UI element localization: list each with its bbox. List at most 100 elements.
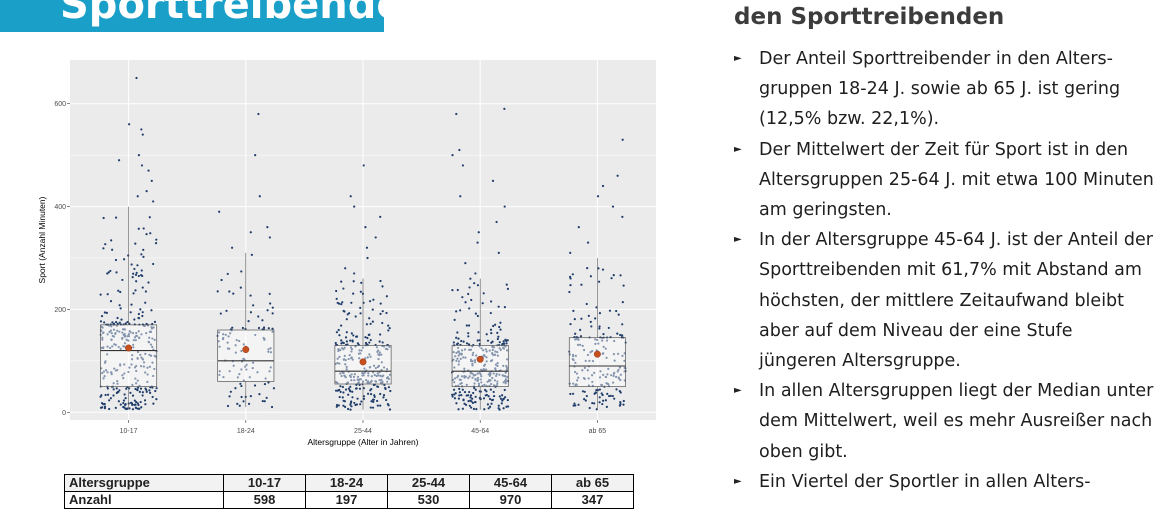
data-point <box>461 388 464 391</box>
data-point <box>451 378 455 382</box>
data-point <box>467 376 470 380</box>
data-point <box>602 373 605 376</box>
data-point <box>594 338 597 341</box>
outlier-point <box>249 231 252 234</box>
data-point <box>150 309 153 312</box>
data-point <box>388 373 392 376</box>
data-point <box>581 390 585 393</box>
data-point <box>367 374 370 377</box>
data-point <box>474 312 477 315</box>
data-point <box>346 407 350 411</box>
data-point <box>385 311 388 315</box>
data-point <box>344 405 347 408</box>
data-point <box>386 380 389 383</box>
data-point <box>352 375 356 378</box>
summary-panel: den Sporttreibenden ► Der Anteil Sporttre… <box>734 0 1154 497</box>
data-point <box>122 399 126 402</box>
data-point <box>355 387 358 390</box>
data-point <box>121 336 124 340</box>
data-point <box>619 402 622 406</box>
data-point <box>385 295 388 298</box>
data-point <box>505 366 509 369</box>
data-point <box>574 338 577 341</box>
data-point <box>155 387 158 390</box>
data-point <box>151 345 154 349</box>
data-point <box>488 374 492 377</box>
table-header-label: Altersgruppe <box>64 474 224 492</box>
data-point <box>468 286 471 289</box>
data-point <box>585 302 588 306</box>
data-point <box>451 289 454 292</box>
outlier-point <box>569 251 572 254</box>
data-point <box>341 396 344 399</box>
data-point <box>102 377 105 380</box>
data-point <box>154 389 157 393</box>
data-point <box>348 389 351 392</box>
box <box>568 337 626 387</box>
data-point <box>367 333 370 336</box>
data-point <box>346 381 349 384</box>
data-point <box>597 267 600 270</box>
bullet-text: Der Mittelwert der Zeit für Sport ist in… <box>759 139 1154 221</box>
data-point <box>135 407 138 410</box>
data-point <box>573 402 576 405</box>
outlier-point <box>477 231 480 234</box>
data-point <box>336 357 339 360</box>
data-point <box>612 274 615 277</box>
outlier-point <box>353 272 356 275</box>
data-point <box>108 330 111 334</box>
data-point <box>219 312 222 315</box>
data-point <box>349 385 352 388</box>
data-point <box>457 408 460 411</box>
data-point <box>605 356 608 359</box>
data-point <box>366 381 369 384</box>
outlier-point <box>455 112 458 116</box>
data-point <box>455 351 458 355</box>
data-point <box>488 372 492 375</box>
data-point <box>147 340 150 343</box>
outlier-point <box>461 164 465 167</box>
data-point <box>130 303 133 306</box>
summary-bullets: ► Der Anteil Sporttreibender in den Alter… <box>734 44 1154 497</box>
data-point <box>228 290 231 293</box>
data-point <box>114 216 118 219</box>
data-point <box>472 391 475 395</box>
bullet-item: ► Der Anteil Sporttreibender in den Alter… <box>734 44 1154 135</box>
data-point <box>463 348 467 351</box>
data-point <box>363 367 366 370</box>
data-point <box>137 312 140 316</box>
data-point <box>365 323 368 326</box>
data-point <box>103 311 107 314</box>
data-point <box>124 322 127 325</box>
data-point <box>338 302 341 305</box>
data-point <box>467 400 470 403</box>
data-point <box>472 374 475 377</box>
data-point <box>581 369 584 372</box>
data-point <box>505 342 508 345</box>
data-point <box>502 407 505 410</box>
data-point <box>103 407 107 410</box>
data-point <box>382 396 385 399</box>
data-point <box>133 399 136 402</box>
data-point <box>142 255 145 258</box>
data-point <box>340 374 343 378</box>
data-point <box>135 331 138 335</box>
data-point <box>499 397 503 400</box>
data-point <box>149 391 152 394</box>
data-point <box>245 368 248 371</box>
box <box>217 329 275 382</box>
data-point <box>472 407 476 411</box>
data-point <box>611 394 614 398</box>
data-point <box>247 320 250 323</box>
data-point <box>335 331 339 334</box>
outlier-point <box>141 133 144 136</box>
data-point <box>152 262 155 266</box>
data-point <box>345 331 348 334</box>
data-point <box>353 401 356 405</box>
data-point <box>102 403 105 406</box>
data-point <box>126 335 129 338</box>
data-point <box>487 395 490 398</box>
data-point <box>342 391 345 394</box>
bullet-text: Der Anteil Sporttreibender in den Alters… <box>759 49 1121 130</box>
data-point <box>339 385 342 388</box>
